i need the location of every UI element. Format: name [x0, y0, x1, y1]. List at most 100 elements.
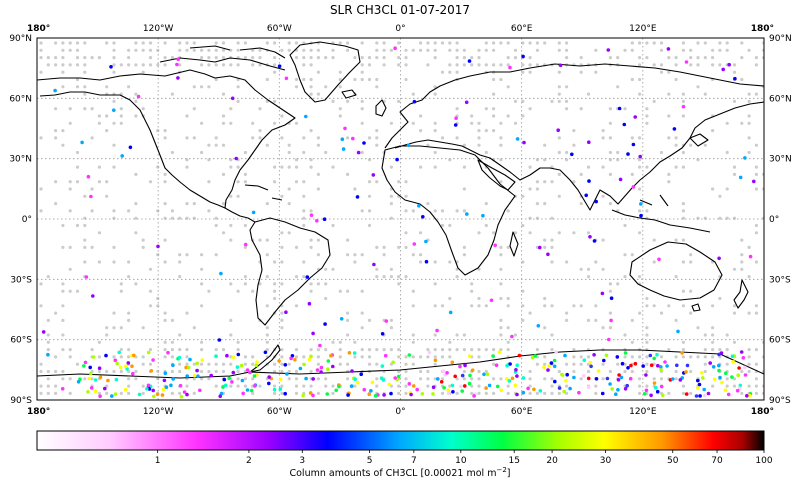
sample-point [147, 387, 152, 391]
no-data-dot [236, 348, 240, 352]
no-data-dot [46, 391, 50, 395]
no-data-dot [134, 377, 138, 381]
no-data-dot [294, 77, 299, 82]
no-data-dot [565, 260, 569, 264]
sample-point [98, 375, 103, 380]
no-data-dot [440, 348, 445, 352]
no-data-dot [338, 362, 342, 366]
sample-point [717, 352, 721, 357]
no-data-dot [689, 391, 693, 395]
no-data-dot [718, 63, 722, 67]
no-data-dot [39, 384, 43, 388]
sample-point [318, 343, 322, 348]
no-data-dot [214, 41, 218, 45]
no-data-dot [426, 384, 430, 388]
no-data-dot [309, 165, 313, 169]
no-data-dot [492, 362, 496, 366]
no-data-dot [251, 377, 255, 381]
sample-point [83, 360, 88, 365]
no-data-dot [718, 348, 722, 352]
no-data-dot [302, 216, 306, 220]
no-data-dot [477, 143, 481, 147]
no-data-dot [75, 56, 80, 60]
no-data-dot [185, 114, 189, 118]
no-data-dot [331, 165, 335, 169]
no-data-dot [747, 369, 751, 374]
no-data-dot [506, 41, 510, 45]
no-data-dot [411, 289, 415, 293]
no-data-dot [200, 63, 204, 67]
sample-point [617, 106, 622, 111]
sample-point [53, 88, 57, 93]
no-data-dot [499, 296, 503, 301]
no-data-dot [448, 70, 452, 74]
no-data-dot [112, 63, 116, 67]
no-data-dot [214, 384, 218, 388]
sample-point [552, 364, 557, 369]
no-data-dot [287, 369, 291, 374]
no-data-dot [689, 253, 693, 257]
lon-label-bottom: 120°W [143, 407, 174, 417]
no-data-dot [83, 92, 87, 96]
no-data-dot [652, 377, 656, 381]
no-data-dot [353, 384, 357, 388]
sample-point [373, 394, 378, 398]
no-data-dot [638, 209, 642, 213]
no-data-dot [572, 355, 576, 359]
no-data-dot [316, 48, 320, 52]
sample-point [743, 365, 747, 370]
no-data-dot [433, 56, 437, 60]
sample-point [117, 350, 121, 355]
no-data-dot [273, 369, 277, 374]
no-data-dot [681, 348, 686, 352]
no-data-dot [360, 99, 364, 103]
no-data-dot [353, 77, 357, 82]
no-data-dot [302, 223, 306, 228]
sample-point [565, 372, 569, 377]
no-data-dot [732, 165, 737, 169]
sample-point [137, 392, 142, 397]
no-data-dot [404, 231, 408, 235]
no-data-dot [105, 85, 109, 89]
sample-point [609, 318, 613, 323]
no-data-dot [258, 384, 262, 388]
sample-point [649, 363, 654, 368]
no-data-dot [119, 326, 123, 330]
no-data-dot [68, 391, 72, 395]
no-data-dot [470, 304, 474, 308]
no-data-dot [141, 326, 145, 330]
sample-point [459, 384, 463, 389]
sample-point [155, 392, 160, 397]
no-data-dot [528, 187, 532, 191]
sample-point [417, 204, 421, 208]
no-data-dot [565, 56, 569, 60]
sample-point [694, 394, 699, 398]
no-data-dot [616, 158, 620, 162]
no-data-dot [192, 48, 196, 52]
no-data-dot [616, 362, 620, 366]
no-data-dot [316, 377, 320, 381]
no-data-dot [477, 369, 481, 374]
no-data-dot [229, 362, 233, 366]
no-data-dot [725, 150, 729, 155]
no-data-dot [433, 209, 437, 213]
no-data-dot [105, 391, 109, 395]
no-data-dot [565, 48, 569, 52]
no-data-dot [433, 377, 437, 381]
no-data-dot [645, 304, 649, 308]
no-data-dot [134, 216, 138, 220]
no-data-dot [623, 275, 627, 279]
no-data-dot [375, 48, 379, 52]
colorbar-label: Column amounts of CH3CL [0.00021 mol m−2… [289, 466, 511, 480]
no-data-dot [258, 63, 262, 67]
sample-point [587, 140, 591, 144]
no-data-dot [214, 48, 218, 52]
no-data-dot [667, 92, 671, 96]
sample-point [307, 301, 312, 306]
no-data-dot [601, 362, 605, 366]
no-data-dot [119, 289, 123, 293]
no-data-dot [134, 282, 138, 286]
coast-north-america [37, 69, 296, 209]
no-data-dot [200, 362, 204, 366]
no-data-dot [492, 391, 496, 395]
